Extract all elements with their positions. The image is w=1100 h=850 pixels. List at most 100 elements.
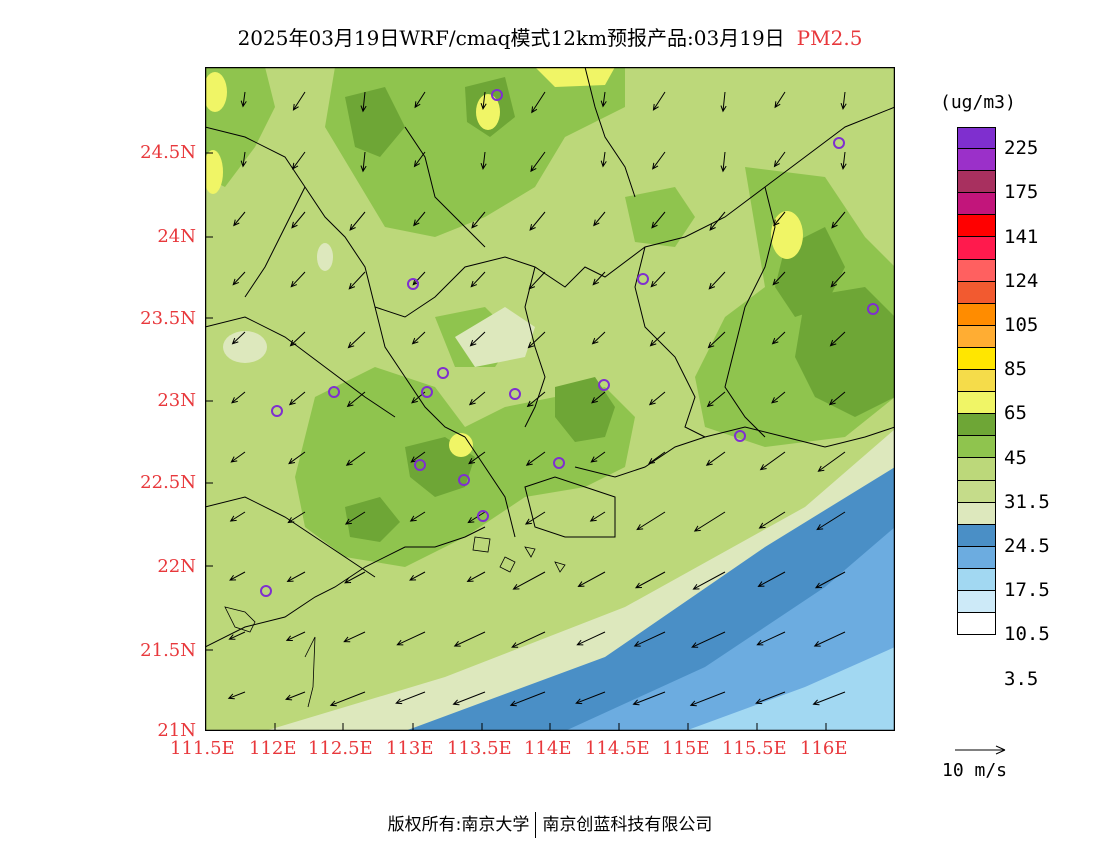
wind-arrow [592, 271, 606, 286]
wind-arrow [395, 691, 426, 705]
legend-swatch [957, 325, 996, 348]
wind-arrow [720, 91, 727, 113]
wind-arrow [774, 91, 786, 109]
wind-arrow [812, 691, 846, 706]
wind-arrow [633, 631, 666, 647]
wind-arrow [512, 571, 546, 590]
wind-arrow [591, 331, 606, 345]
wind-arrow [840, 91, 847, 110]
lat-label: 21N [157, 720, 196, 741]
wind-arrow [227, 691, 246, 700]
wind-arrow [830, 271, 846, 288]
wind-arrow [480, 91, 487, 110]
station-marker [421, 386, 433, 398]
legend-swatch [957, 458, 996, 481]
wind-arrow [349, 211, 366, 231]
wind-arrow [410, 451, 426, 463]
wind-arrow [771, 331, 786, 345]
legend-swatch [957, 347, 996, 371]
wind-arrow [589, 511, 606, 522]
station-marker [407, 278, 419, 290]
wind-arrow [466, 571, 486, 582]
station-marker [491, 89, 503, 101]
legend-swatch [957, 303, 996, 326]
lon-label: 114E [524, 738, 572, 759]
wind-arrow [286, 571, 306, 582]
wind-arrow [240, 91, 247, 108]
pollution-map[interactable] [205, 67, 895, 731]
lat-label: 23.5N [140, 308, 196, 329]
wind-arrow [414, 91, 426, 109]
station-marker [271, 405, 283, 417]
wind-arrow [452, 691, 486, 706]
wind-arrow [530, 151, 546, 173]
wind-arrow [413, 151, 426, 168]
wind-arrow [329, 691, 366, 707]
legend-swatch [957, 524, 996, 547]
legend-swatch [957, 502, 996, 525]
lat-label: 23N [157, 390, 196, 411]
wind-arrow [755, 691, 786, 705]
wind-arrow [759, 451, 786, 471]
wind-arrow [526, 391, 546, 408]
wind-arrow [772, 271, 786, 286]
wind-arrow [292, 91, 306, 111]
wind-arrow [648, 391, 666, 406]
color-legend [957, 127, 996, 636]
wind-arrow [650, 271, 666, 288]
wind-arrow [525, 451, 546, 466]
wind-arrow [468, 391, 486, 406]
wind-arrow [758, 511, 786, 529]
wind-arrow [590, 451, 606, 463]
station-marker [458, 474, 470, 486]
legend-swatch [957, 392, 996, 415]
legend-unit: (ug/m3) [940, 92, 1016, 113]
wind-arrow [347, 331, 366, 349]
wind-arrow [396, 631, 426, 646]
lat-label: 22N [157, 556, 196, 577]
wind-arrow [817, 451, 846, 472]
legend-swatch [957, 436, 996, 459]
legend-label: 17.5 [1004, 579, 1050, 602]
wind-arrow [708, 271, 726, 290]
wind-arrow [651, 211, 666, 229]
legend-label: 124 [1004, 269, 1039, 292]
lon-label: 114.5E [585, 738, 650, 759]
lon-label: 116E [800, 738, 848, 759]
wind-key-arrow [955, 745, 1006, 755]
lat-label: 21.5N [140, 640, 196, 661]
wind-arrow [409, 571, 426, 581]
wind-arrow [531, 91, 546, 114]
legend-swatch [957, 281, 996, 304]
wind-arrow [240, 151, 247, 168]
coastline-islands [224, 536, 566, 708]
legend-swatch [957, 215, 996, 238]
wind-arrow [693, 511, 726, 532]
title-species: PM2.5 [796, 26, 863, 50]
legend-swatch [957, 414, 996, 437]
station-markers [260, 89, 879, 597]
wind-arrow [360, 91, 367, 113]
legend-swatch [957, 568, 996, 591]
wind-arrow [344, 571, 366, 584]
wind-arrow [471, 211, 486, 229]
legend-swatch [957, 370, 996, 393]
legend-swatch [957, 546, 996, 569]
wind-arrow [524, 511, 546, 525]
legend-label: 31.5 [1004, 490, 1050, 513]
station-marker [734, 430, 746, 442]
wind-arrow [528, 271, 546, 290]
lat-label: 22.5N [140, 472, 196, 493]
lon-label: 113E [386, 738, 434, 759]
wind-arrow [468, 451, 486, 465]
band-sea-mid [565, 527, 895, 731]
wind-arrow [285, 691, 306, 701]
concentration-patches-peak [205, 67, 803, 457]
wind-arrow [816, 511, 846, 531]
admin-boundaries [205, 67, 895, 648]
legend-label: 141 [1004, 225, 1039, 248]
legend-label: 10.5 [1004, 623, 1050, 646]
wind-arrow [576, 631, 606, 646]
wind-arrow [757, 571, 786, 587]
wind-arrow [290, 271, 306, 288]
